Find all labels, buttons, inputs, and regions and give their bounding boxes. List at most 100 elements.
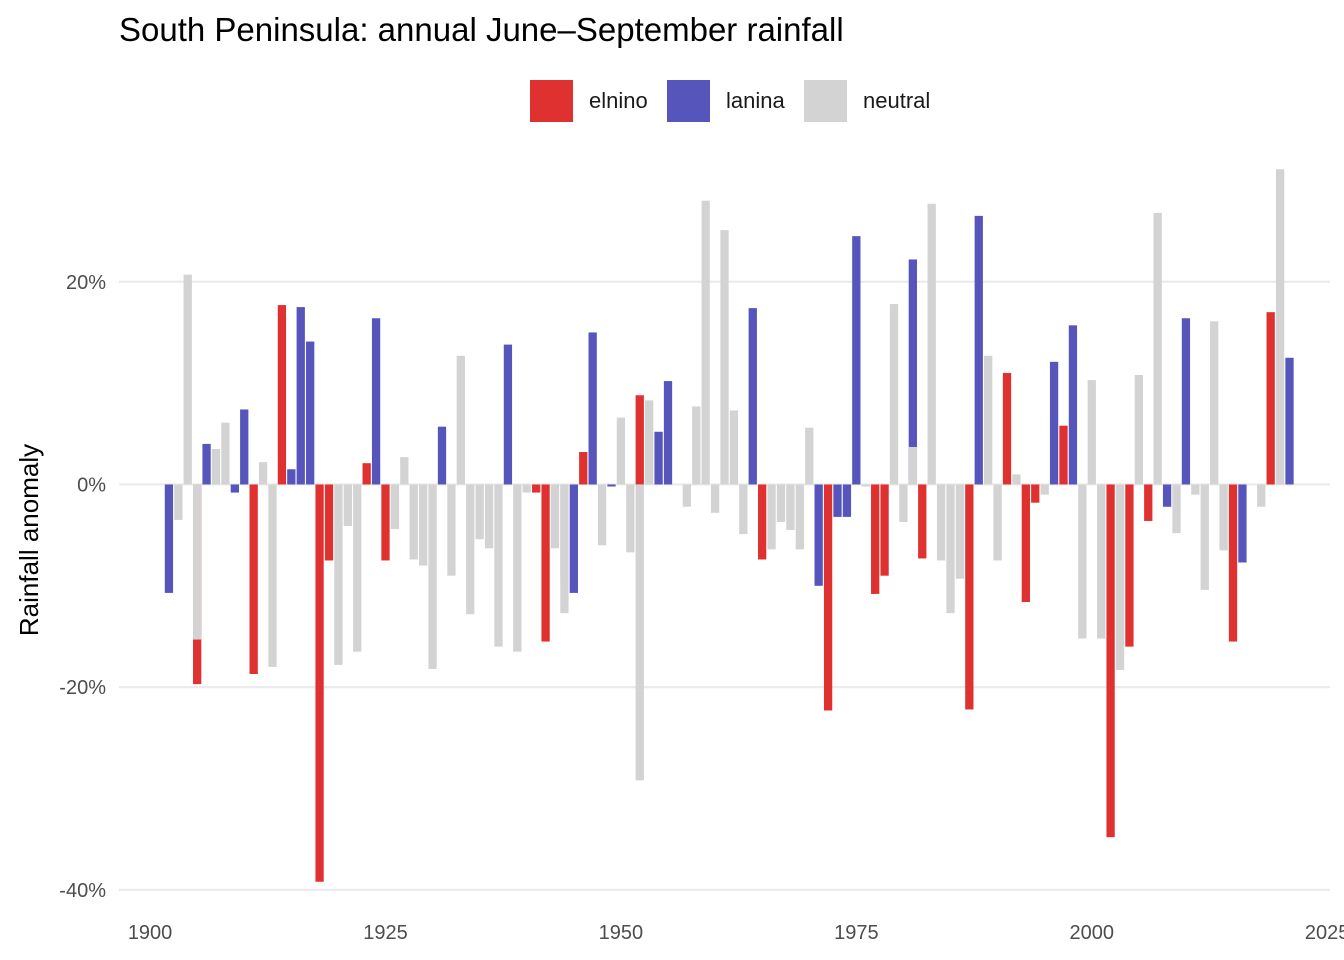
bar-elnino bbox=[541, 484, 550, 642]
bar-elnino bbox=[1228, 484, 1238, 642]
bar-lanina bbox=[842, 484, 852, 517]
y-tick-label: -20% bbox=[59, 677, 106, 699]
bar-neutral bbox=[494, 484, 503, 647]
bar-neutral bbox=[616, 417, 626, 485]
bar-neutral bbox=[720, 230, 729, 485]
bar-neutral bbox=[701, 200, 710, 485]
bar-lanina bbox=[908, 259, 917, 485]
legend-swatch-neutral bbox=[804, 80, 847, 122]
bar-elnino bbox=[880, 484, 889, 576]
x-tick-label: 2025 bbox=[1305, 922, 1344, 944]
bar-lanina bbox=[654, 431, 663, 485]
bar-neutral bbox=[861, 484, 870, 487]
bar-neutral bbox=[258, 462, 268, 485]
bar-neutral bbox=[729, 410, 739, 485]
bar-neutral bbox=[419, 484, 428, 566]
bar-elnino bbox=[1125, 484, 1134, 647]
x-tick-label: 1925 bbox=[363, 922, 408, 944]
bar-neutral bbox=[1200, 484, 1209, 590]
bar-neutral bbox=[776, 484, 786, 522]
bar-neutral bbox=[927, 203, 936, 485]
bar-elnino bbox=[1144, 484, 1153, 521]
bar-neutral bbox=[193, 484, 202, 640]
bar-neutral bbox=[484, 484, 494, 549]
bar-neutral bbox=[626, 484, 635, 553]
bar-lanina bbox=[569, 484, 578, 593]
bar-neutral bbox=[1115, 484, 1125, 670]
bar-elnino bbox=[635, 395, 644, 485]
bar-lanina bbox=[240, 409, 249, 485]
bar-elnino bbox=[1266, 312, 1275, 485]
y-tick-label: 20% bbox=[66, 272, 106, 294]
bar-neutral bbox=[174, 484, 183, 520]
legend-label-elnino: elnino bbox=[589, 88, 648, 113]
bar-neutral bbox=[513, 484, 522, 652]
bar-neutral bbox=[409, 484, 418, 560]
bar-neutral bbox=[645, 400, 654, 485]
bar-neutral bbox=[1134, 375, 1143, 485]
bar-elnino bbox=[315, 484, 324, 882]
x-tick-label: 1975 bbox=[834, 922, 879, 944]
bar-elnino bbox=[277, 305, 287, 485]
bar-lanina bbox=[230, 484, 239, 493]
bar-lanina bbox=[287, 469, 296, 485]
bar-elnino bbox=[1002, 372, 1012, 485]
bar-neutral bbox=[710, 484, 720, 513]
bar-elnino bbox=[362, 463, 371, 485]
bar-lanina bbox=[974, 215, 983, 485]
y-tick-label: -40% bbox=[59, 880, 106, 902]
bar-neutral bbox=[1153, 212, 1162, 485]
bar-neutral bbox=[1078, 484, 1087, 639]
bar-neutral bbox=[1191, 484, 1200, 495]
bar-neutral bbox=[550, 484, 560, 549]
bar-neutral bbox=[428, 484, 437, 669]
bar-lanina bbox=[164, 484, 174, 593]
bar-neutral bbox=[343, 484, 352, 527]
x-tick-label: 2000 bbox=[1070, 922, 1115, 944]
y-tick-label: 0% bbox=[77, 474, 106, 496]
bar-neutral bbox=[466, 484, 475, 615]
bar-neutral bbox=[1257, 484, 1266, 507]
bar-neutral bbox=[1172, 484, 1181, 534]
bar-elnino bbox=[579, 452, 588, 485]
bars bbox=[164, 169, 1294, 882]
bar-neutral bbox=[400, 457, 409, 485]
bar-neutral bbox=[522, 484, 531, 493]
bar-elnino bbox=[965, 484, 974, 710]
bar-neutral bbox=[334, 484, 343, 665]
bar-elnino bbox=[532, 484, 541, 493]
bar-lanina bbox=[1238, 484, 1247, 563]
bar-neutral bbox=[1097, 484, 1106, 639]
legend: elnino lanina neutral bbox=[530, 80, 930, 122]
bar-lanina bbox=[202, 443, 211, 485]
bar-neutral bbox=[475, 484, 484, 540]
bar-neutral bbox=[456, 355, 465, 485]
bar-lanina bbox=[1162, 484, 1172, 507]
bar-neutral bbox=[936, 484, 946, 561]
bar-lanina bbox=[814, 484, 823, 586]
bar-elnino bbox=[758, 484, 767, 560]
bar-neutral bbox=[889, 304, 899, 485]
bar-lanina bbox=[503, 344, 513, 485]
bar-elnino bbox=[918, 484, 927, 559]
legend-label-lanina: lanina bbox=[726, 88, 785, 113]
bar-neutral bbox=[1087, 380, 1096, 485]
bar-neutral bbox=[955, 484, 965, 579]
bar-neutral bbox=[1275, 169, 1285, 485]
bar-elnino bbox=[823, 484, 833, 711]
bar-lanina bbox=[607, 484, 616, 487]
bar-lanina bbox=[306, 341, 315, 485]
bar-elnino bbox=[324, 484, 334, 561]
chart-title: South Peninsula: annual June–September r… bbox=[119, 11, 844, 48]
bar-lanina bbox=[833, 484, 842, 517]
bar-neutral bbox=[692, 406, 701, 485]
bar-lanina bbox=[437, 426, 447, 485]
bar-neutral bbox=[805, 427, 814, 485]
bar-lanina bbox=[1285, 357, 1294, 485]
bar-neutral bbox=[908, 446, 917, 485]
bar-neutral bbox=[1219, 484, 1228, 551]
bar-neutral bbox=[390, 484, 400, 530]
bar-neutral bbox=[560, 484, 569, 614]
legend-swatch-elnino bbox=[530, 80, 573, 122]
bar-elnino bbox=[1021, 484, 1030, 603]
